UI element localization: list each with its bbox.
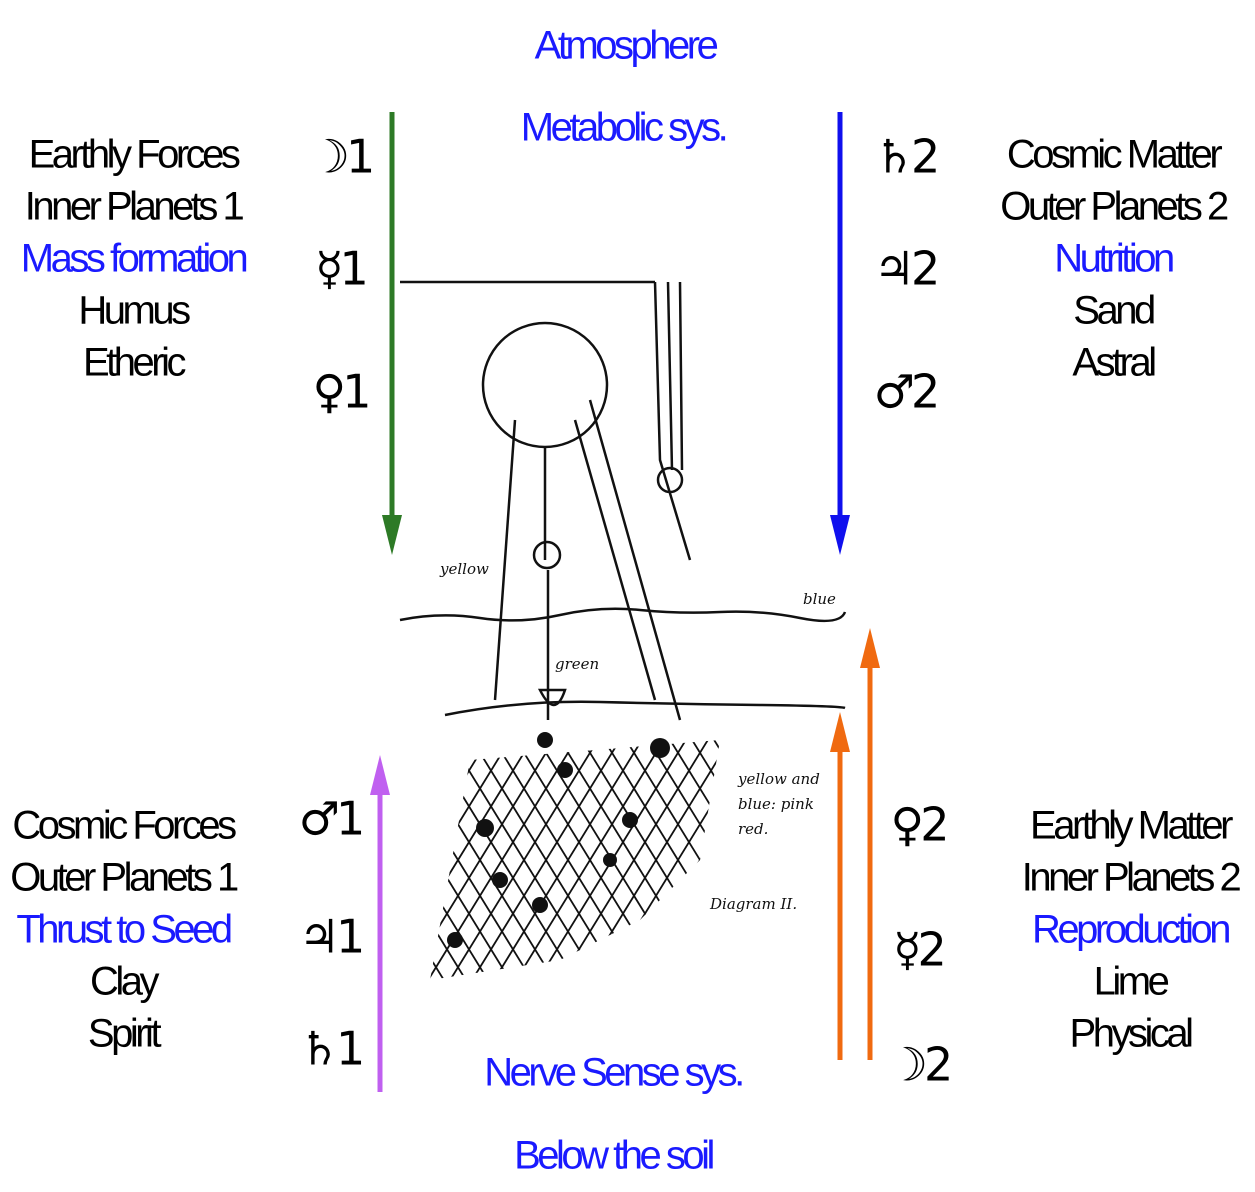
sketch-label: blue xyxy=(803,590,836,608)
quadrant-line: Clay xyxy=(90,960,160,1004)
quadrant-line: Outer Planets 1 xyxy=(10,856,238,900)
arrows xyxy=(370,112,880,1092)
net-line xyxy=(430,740,561,980)
planet-symbol: ☿1 xyxy=(315,242,365,296)
net-line xyxy=(641,740,720,980)
quadrant-line: Sand xyxy=(1073,289,1154,333)
quadrant-line: Earthly Forces xyxy=(29,133,240,177)
quadrant-line: Earthly Matter xyxy=(1030,804,1233,848)
net-line xyxy=(752,730,912,990)
sketch-soil xyxy=(399,607,847,623)
arrow-head xyxy=(860,628,880,668)
sketch-line xyxy=(653,281,692,561)
planet-symbol: ♄1 xyxy=(299,1022,362,1076)
quadrant-line: Inner Planets 1 xyxy=(25,185,244,229)
quadrant-line: Thrust to Seed xyxy=(16,908,231,952)
quadrant-line: Astral xyxy=(1072,341,1155,385)
net-line xyxy=(707,740,720,980)
footer-subtitle: Below the soil xyxy=(514,1134,713,1178)
net-line xyxy=(707,740,720,980)
sketch-label: yellow xyxy=(439,560,489,578)
sketch-label: Diagram II. xyxy=(709,895,797,913)
quadrants: Earthly Forces Inner Planets 1 Mass format… xyxy=(10,130,1244,1092)
net-line xyxy=(430,740,473,980)
planet-symbol: ☽1 xyxy=(309,130,372,184)
planet-symbol: ♃1 xyxy=(299,910,362,964)
planet-symbol: ♂2 xyxy=(874,365,937,419)
net-line xyxy=(430,740,539,980)
sketch-line xyxy=(493,399,682,721)
arrow-head xyxy=(830,515,850,555)
net-line xyxy=(465,740,627,980)
quadrant-line: Lime xyxy=(1094,960,1169,1004)
header-title: Atmosphere xyxy=(535,24,718,68)
net-line xyxy=(752,730,912,990)
quadrant-line: Mass formation xyxy=(21,237,247,281)
quadrant-line: Nutrition xyxy=(1054,237,1173,281)
sketch-spiral xyxy=(532,540,562,570)
planet-symbol: ♂1 xyxy=(299,792,362,846)
header-subtitle: Metabolic sys. xyxy=(521,106,726,150)
net-line xyxy=(487,740,649,980)
arrow-head xyxy=(370,755,390,795)
net-line xyxy=(685,740,720,980)
quadrant-line: Cosmic Forces xyxy=(12,804,236,848)
sketch-root xyxy=(537,688,567,707)
sketch-spiral xyxy=(656,466,684,494)
footer-title: Nerve Sense sys. xyxy=(484,1051,742,1095)
planet-symbol: ♀2 xyxy=(891,798,946,852)
quadrant-line: Outer Planets 2 xyxy=(1000,185,1228,229)
planet-symbol: ♃2 xyxy=(874,242,937,296)
sketch-dots xyxy=(447,732,670,948)
sketch-label: green xyxy=(555,655,599,673)
quadrant-line: Humus xyxy=(78,289,190,333)
planet-symbol: ☿2 xyxy=(893,923,943,977)
sketch-label: yellow and xyxy=(737,770,820,788)
planet-symbol: ♄2 xyxy=(874,130,937,184)
net-line xyxy=(443,740,605,980)
net-line xyxy=(730,730,890,990)
net-line xyxy=(509,740,671,980)
quadrant-line: Etheric xyxy=(83,341,185,385)
sketch-label: red. xyxy=(738,820,768,838)
sketch-label: blue: pink xyxy=(738,795,814,813)
arrow-head xyxy=(382,515,402,555)
net-line xyxy=(430,740,495,980)
planet-symbol: ♀1 xyxy=(313,365,369,419)
arrow-head xyxy=(830,712,850,752)
net-line xyxy=(663,740,720,980)
quadrant-line: Physical xyxy=(1070,1012,1193,1056)
sketch-soil xyxy=(444,700,846,717)
quadrant-line: Reproduction xyxy=(1032,908,1229,952)
sketch-circle xyxy=(481,321,609,449)
planet-symbol: ☽2 xyxy=(887,1038,950,1092)
quadrant-line: Spirit xyxy=(88,1012,162,1056)
net-line xyxy=(430,740,583,980)
quadrant-line: Cosmic Matter xyxy=(1007,133,1222,177)
net-line xyxy=(553,740,715,980)
quadrant-line: Inner Planets 2 xyxy=(1022,856,1241,900)
net-line xyxy=(730,730,890,990)
